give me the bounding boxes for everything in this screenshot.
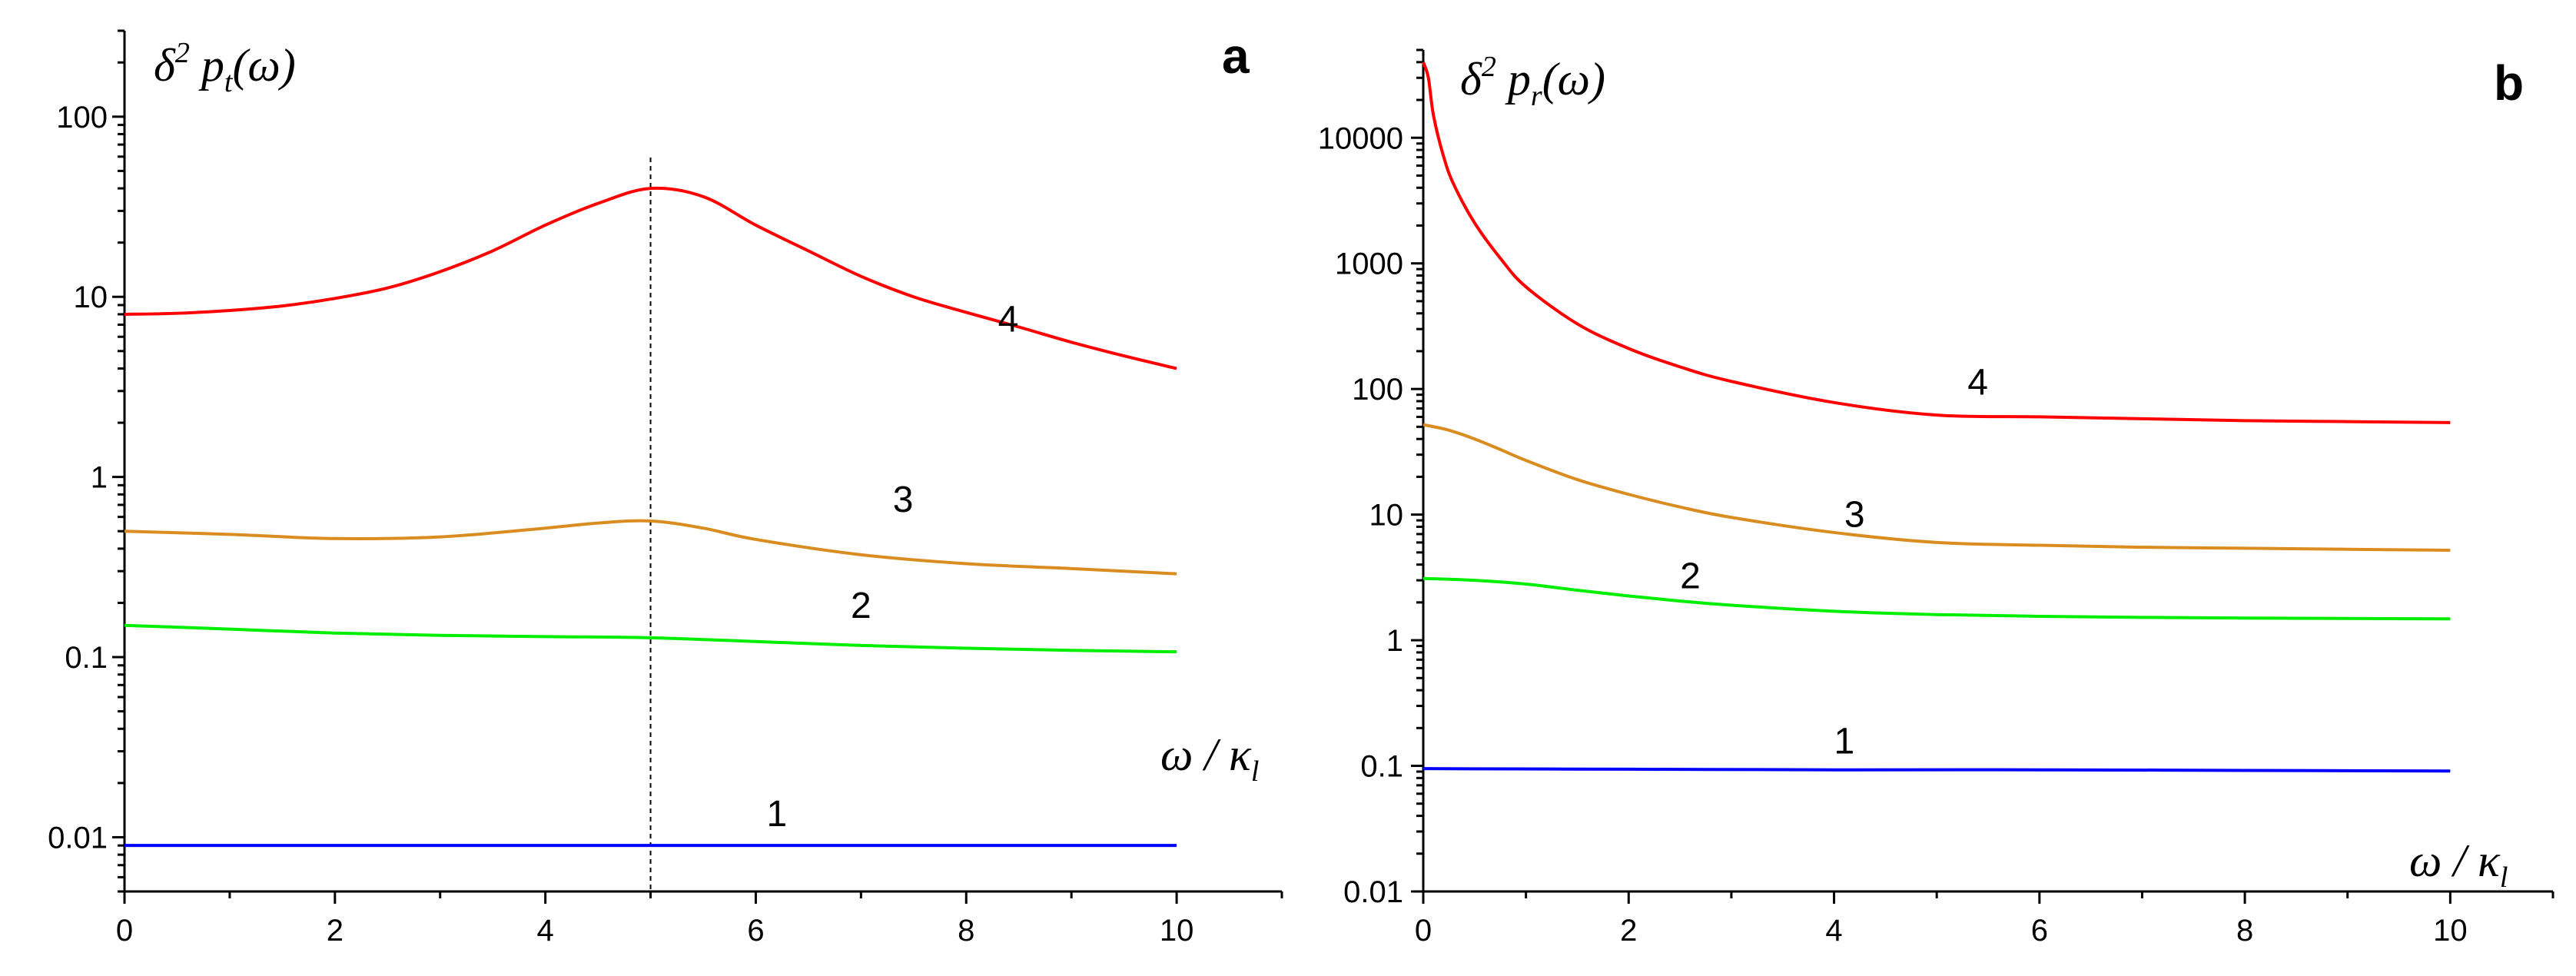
x-tick-label: 10 <box>1160 914 1194 948</box>
series-line-2 <box>1422 576 2451 621</box>
y-label-mid: p <box>1496 54 1531 105</box>
series-line-3 <box>1422 423 2451 553</box>
x-label-sub: l <box>1251 755 1260 788</box>
series-line-4 <box>1422 61 2451 424</box>
y-tick-label: 0.1 <box>1360 750 1403 784</box>
x-tick-label: 8 <box>958 914 974 948</box>
x-label-lead: ω / κ <box>1160 729 1252 780</box>
y-axis-label: δ2 pt(ω) <box>154 37 296 98</box>
y-tick-label: 0.01 <box>48 821 108 855</box>
y-label-tail: (ω) <box>1542 54 1605 105</box>
y-label-mid: p <box>190 40 224 91</box>
x-tick-label: 0 <box>1415 914 1432 948</box>
curve-label-3: 3 <box>1844 494 1865 535</box>
x-tick-label: 4 <box>537 914 554 948</box>
y-tick-label: 1 <box>1386 624 1403 658</box>
y-tick-label: 10 <box>1369 499 1404 533</box>
y-tick-label: 10000 <box>1318 121 1403 155</box>
y-label-sub: t <box>224 66 234 98</box>
y-tick-label: 1 <box>91 461 108 495</box>
y-label-base: δ <box>154 40 176 91</box>
series-line-4 <box>124 186 1177 370</box>
x-tick-label: 4 <box>1825 914 1842 948</box>
y-tick-label: 100 <box>1352 373 1403 407</box>
series-line-2 <box>124 623 1177 654</box>
curve-label-3: 3 <box>893 480 914 520</box>
y-axis-label: δ2 pr(ω) <box>1460 51 1605 112</box>
x-tick-label: 8 <box>2236 914 2253 948</box>
x-tick-label: 6 <box>2031 914 2048 948</box>
y-tick-label: 100 <box>56 101 108 134</box>
y-tick-label: 10 <box>74 281 108 314</box>
curve-label-4: 4 <box>998 300 1019 340</box>
y-tick-label: 0.01 <box>1343 875 1403 909</box>
y-label-base: δ <box>1460 54 1482 105</box>
curve-label-1: 1 <box>766 794 787 835</box>
x-tick-label: 0 <box>116 914 133 948</box>
y-label-sub: r <box>1531 80 1542 112</box>
y-tick-label: 1000 <box>1335 247 1403 281</box>
x-tick-label: 2 <box>1620 914 1637 948</box>
x-label-lead: ω / κ <box>2409 835 2501 886</box>
curve-label-2: 2 <box>1680 556 1701 596</box>
x-tick-label: 2 <box>327 914 344 948</box>
panel-label: a <box>1222 28 1250 84</box>
x-axis-label: ω / κl <box>2409 835 2508 894</box>
panel-label: b <box>2494 55 2524 111</box>
x-tick-label: 6 <box>747 914 764 948</box>
y-label-tail: (ω) <box>232 40 295 91</box>
series-line-3 <box>124 519 1177 576</box>
curve-label-1: 1 <box>1834 722 1855 762</box>
y-tick-label: 0.1 <box>65 641 108 675</box>
y-label-sup: 2 <box>1482 51 1496 83</box>
curve-label-2: 2 <box>851 586 871 626</box>
curve-label-4: 4 <box>1967 363 1988 403</box>
x-tick-label: 10 <box>2433 914 2468 948</box>
x-label-sub: l <box>2500 861 2508 894</box>
y-label-sup: 2 <box>175 37 190 69</box>
x-axis-label: ω / κl <box>1160 729 1259 788</box>
series-line-1 <box>1422 767 2451 773</box>
